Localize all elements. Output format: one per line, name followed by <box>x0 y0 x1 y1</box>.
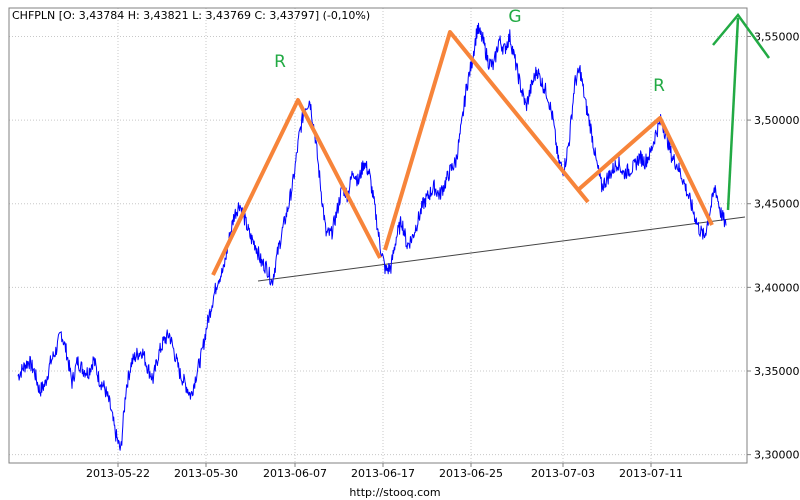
annotation-label-r-left: R <box>274 52 286 72</box>
x-tick-label: 2013-06-17 <box>351 467 415 480</box>
x-axis: 2013-05-22 2013-05-30 2013-06-07 2013-06-17… <box>86 463 683 480</box>
x-tick-label: 2013-05-22 <box>86 467 150 480</box>
orange-pattern-line-2 <box>383 30 590 251</box>
x-tick-label: 2013-07-11 <box>619 467 683 480</box>
annotation-label-g: G <box>508 7 521 27</box>
y-tick-label: 3,55000 <box>754 30 800 43</box>
x-tick-label: 2013-07-03 <box>531 467 595 480</box>
y-tick-label: 3,40000 <box>754 281 800 294</box>
y-axis: 3,30000 3,35000 3,40000 3,45000 3,50000 3,550… <box>747 30 800 462</box>
green-forecast-arrow-shaft <box>726 17 740 211</box>
y-tick-label: 3,35000 <box>754 365 800 378</box>
plot-frame <box>8 7 748 464</box>
annotation-label-r-right: R <box>653 76 665 96</box>
y-tick-label: 3,50000 <box>754 114 800 127</box>
green-forecast-arrowhead <box>712 12 771 59</box>
source-label: http://stooq.com <box>349 486 440 499</box>
orange-pattern-line-3 <box>576 116 714 226</box>
orange-pattern-line-1 <box>211 98 382 276</box>
y-tick-label: 3,45000 <box>754 198 800 211</box>
x-tick-label: 2013-05-30 <box>174 467 238 480</box>
y-tick-label: 3,30000 <box>754 449 800 462</box>
grid <box>9 8 747 463</box>
x-tick-label: 2013-06-25 <box>439 467 503 480</box>
x-tick-label: 2013-06-07 <box>263 467 327 480</box>
price-series <box>17 22 727 451</box>
series-line-0 <box>17 22 727 451</box>
chart-title: CHFPLN [O: 3,43784 H: 3,43821 L: 3,43769… <box>12 9 370 22</box>
support-trendline <box>257 216 746 282</box>
